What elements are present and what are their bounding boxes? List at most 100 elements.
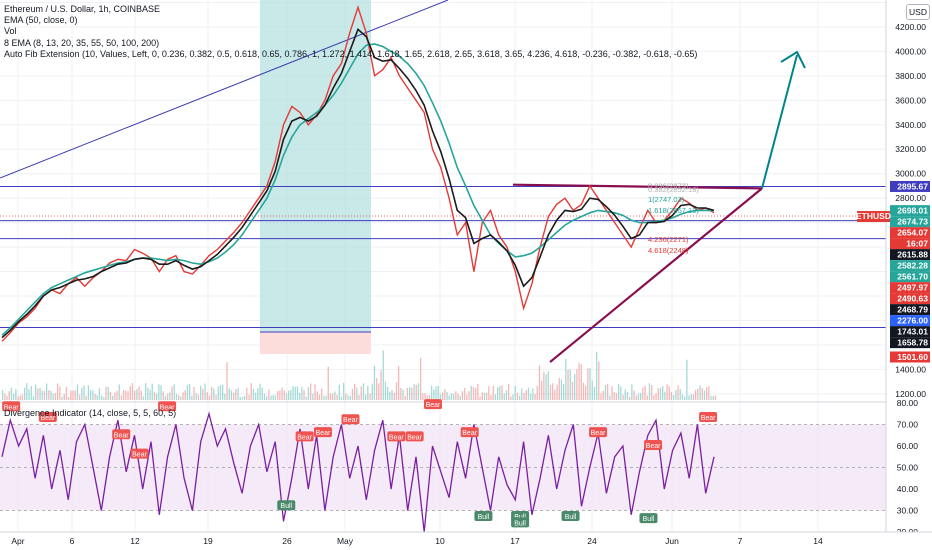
volume-bar: [283, 390, 285, 400]
volume-bar: [475, 388, 477, 400]
volume-bar: [530, 393, 532, 400]
signal-label-17: Bear: [591, 430, 606, 437]
volume-bar: [365, 394, 367, 400]
volume-bar: [415, 384, 417, 400]
volume-bar: [327, 366, 329, 400]
legend-fib[interactable]: Auto Fib Extension (10, Values, Left, 0,…: [4, 48, 698, 59]
volume-bar: [554, 389, 556, 400]
volume-bar: [252, 389, 255, 400]
volume-bar: [668, 386, 670, 400]
volume-bar: [178, 395, 180, 400]
volume-bar: [428, 395, 431, 400]
long-trendline: [0, 0, 449, 179]
volume-bar: [437, 385, 439, 400]
volume-bar: [560, 379, 563, 400]
volume-bar: [703, 390, 706, 400]
price-tag-label: 2698.01: [897, 206, 928, 216]
volume-bar: [508, 383, 510, 400]
time-tick-label: 12: [130, 536, 140, 546]
volume-bar: [162, 391, 164, 400]
volume-bar: [101, 395, 103, 400]
symbol-tag-label: ETHUSD: [856, 211, 891, 221]
volume-bar: [600, 393, 602, 400]
volume-bar: [332, 393, 334, 400]
volume-bar: [336, 395, 338, 400]
volume-bar: [466, 394, 468, 400]
volume-bar: [505, 390, 508, 400]
volume-bar: [228, 388, 230, 400]
volume-bar: [195, 393, 197, 400]
legend-ema8[interactable]: 8 EMA (8, 13, 20, 35, 55, 50, 100, 200): [4, 37, 160, 48]
volume-bar: [213, 388, 215, 400]
volume-bar: [83, 385, 85, 400]
highlight-red-zone: [260, 332, 371, 354]
volume-bar: [391, 390, 393, 400]
volume-bar: [497, 387, 499, 400]
volume-bar: [261, 387, 263, 400]
time-tick-label: 6: [70, 536, 75, 546]
volume-bar: [28, 389, 30, 400]
volume-bar: [670, 391, 673, 400]
volume-bar: [690, 394, 692, 400]
volume-bar: [173, 384, 175, 400]
volume-bar: [147, 387, 149, 400]
volume-bar: [435, 386, 437, 400]
volume-bar: [149, 389, 151, 400]
signal-badge-13: [474, 510, 493, 521]
legend-vol[interactable]: Vol: [4, 26, 17, 37]
volume-bar: [659, 387, 662, 400]
signal-badge-7: [313, 427, 332, 438]
volume-bar: [281, 387, 283, 400]
volume-bar: [651, 385, 653, 400]
highlight-teal-zone: [260, 0, 371, 332]
volume-bar: [112, 395, 114, 400]
volume-bar: [314, 384, 316, 400]
volume-bar: [420, 358, 422, 400]
price-tick-label: 3400.00: [895, 120, 926, 130]
volume-bar: [76, 384, 79, 400]
signal-label-0: Bear: [4, 404, 19, 411]
signal-badge-5: [277, 500, 296, 511]
volume-bar: [622, 394, 624, 400]
price-tag-13: [890, 326, 930, 338]
volume-bar: [499, 386, 501, 400]
volume-bar: [175, 393, 178, 400]
highlight-zones: [260, 0, 371, 354]
volume-bar: [662, 386, 664, 400]
volume-bar: [292, 386, 294, 400]
volume-bar: [519, 395, 521, 400]
volume-bar: [477, 384, 479, 400]
volume-bar: [633, 390, 635, 400]
legend-symbol[interactable]: Ethereum / U.S. Dollar, 1h, COINBASE: [4, 4, 161, 14]
volume-bar: [413, 384, 415, 400]
price-tag-10: [890, 293, 930, 305]
legend-ema[interactable]: EMA (50, close, 0): [4, 15, 78, 26]
volume-bar: [371, 383, 373, 400]
volume-bar: [611, 386, 613, 400]
volume-bar: [602, 391, 604, 400]
volume-bar: [235, 389, 237, 400]
oscillator-legend[interactable]: Divergence Indicator (14, close, 5, 5, 6…: [4, 408, 177, 418]
volume-bar: [140, 390, 142, 400]
volume-bar: [145, 383, 147, 400]
price-tick-label: 3600.00: [895, 95, 926, 105]
signal-label-19: Bull: [643, 516, 655, 523]
currency-button[interactable]: USD: [906, 4, 930, 20]
volume-bar: [501, 385, 503, 400]
volume-bar: [541, 380, 543, 400]
volume-bar: [219, 384, 222, 400]
volume-bar: [677, 385, 679, 400]
volume-bar: [644, 385, 646, 400]
volume-bars: [2, 350, 717, 400]
volume-bar: [354, 383, 356, 400]
time-tick-label: Apr: [11, 536, 24, 546]
volume-bar: [571, 381, 574, 400]
signal-label-5: Bull: [280, 503, 292, 510]
volume-bar: [94, 393, 96, 400]
volume-bar: [695, 389, 697, 400]
volume-bar: [134, 390, 136, 400]
price-tag-9: [890, 282, 930, 294]
time-tick-label: 7: [738, 536, 743, 546]
volume-bar: [448, 395, 450, 400]
oscillator-tick-label: 80.00: [897, 398, 919, 408]
